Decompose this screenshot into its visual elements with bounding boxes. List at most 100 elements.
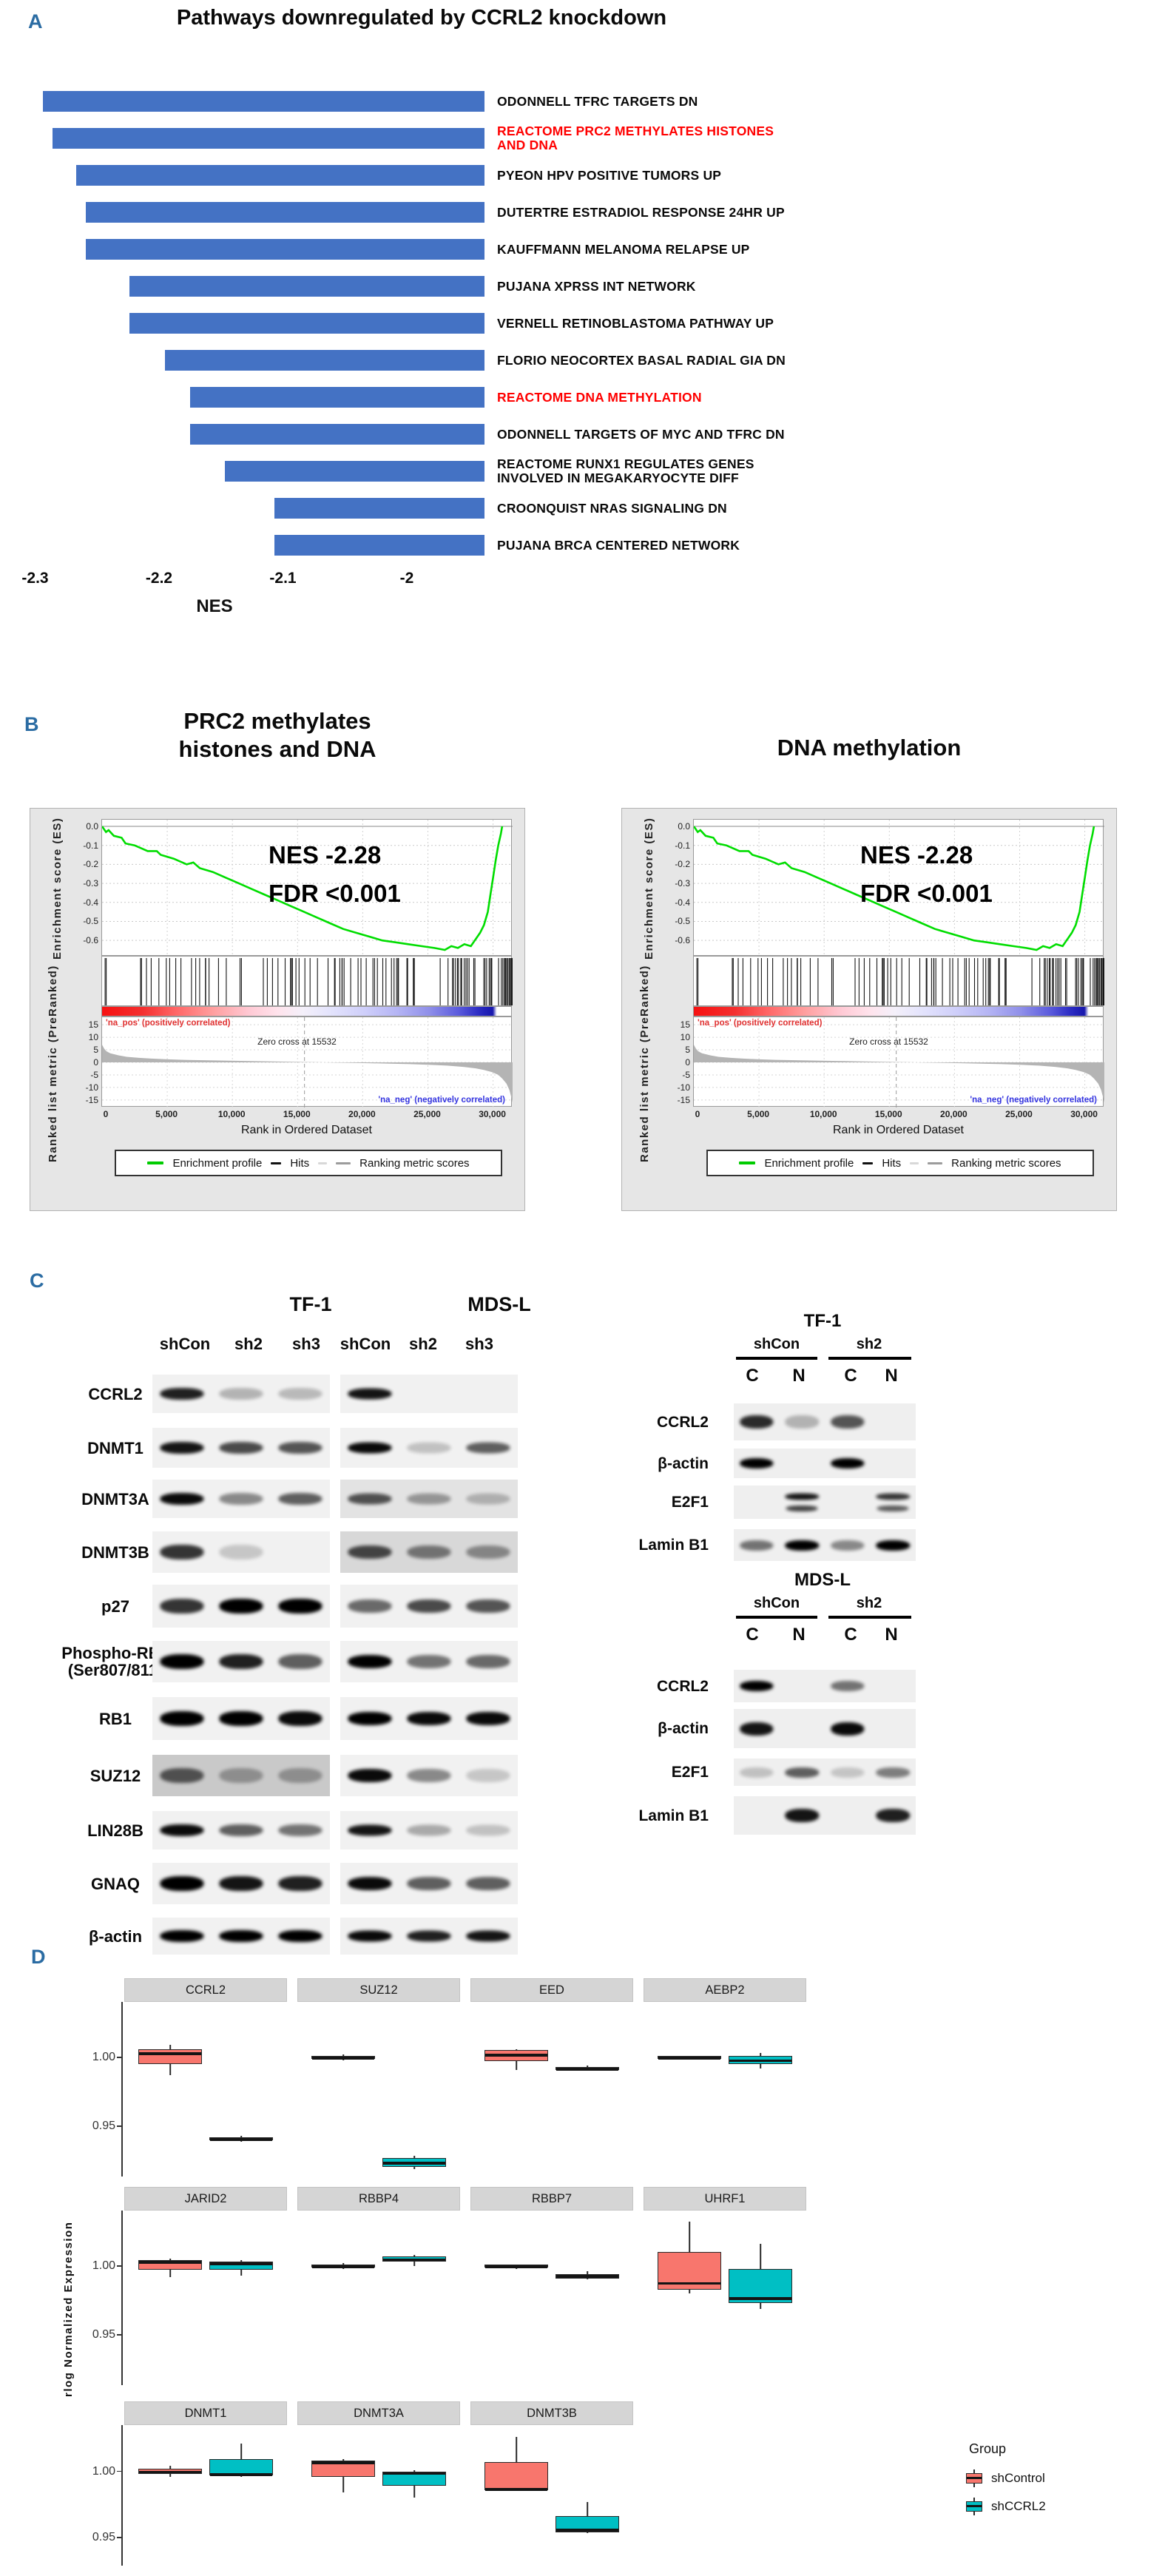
- fraction-label: N: [792, 1625, 806, 1645]
- axis-tick-label: -2.1: [269, 570, 297, 587]
- gsea-stats-text: NES -2.28 FDR <0.001: [860, 836, 993, 913]
- group-underline: [736, 1616, 817, 1619]
- nes-bar: [86, 239, 484, 260]
- blot-row-label: LIN28B: [43, 1811, 188, 1850]
- blot-lane: [459, 1531, 518, 1573]
- box: [729, 2268, 792, 2304]
- blot-strip-mdsl: [340, 1480, 518, 1518]
- blot-lane: [734, 1709, 780, 1748]
- d-tick-label: 1.00: [92, 2259, 115, 2272]
- nes-bar: [165, 350, 484, 371]
- blot-band: [876, 1809, 910, 1822]
- blot-lane: [212, 1375, 271, 1413]
- blot-band: [278, 1768, 323, 1783]
- pathway-row: PYEON HPV POSITIVE TUMORS UP: [36, 157, 1145, 194]
- blot-band: [278, 1930, 323, 1942]
- facet-pane: [124, 2211, 287, 2381]
- blot-lane: [780, 1486, 825, 1519]
- blot-row-label-line: Phospho-RB1: [61, 1644, 169, 1662]
- pathway-label: REACTOME DNA METHYLATION: [497, 379, 1148, 416]
- d-legend-entry: shControl: [965, 2469, 1045, 2487]
- es-tick-label: -0.5: [675, 916, 690, 927]
- box-median: [383, 2472, 445, 2475]
- blot-lane: [152, 1375, 212, 1413]
- blot-lane: [212, 1863, 271, 1904]
- blot-strip-tf1: [152, 1531, 330, 1573]
- blot-row-label-line: RB1: [98, 1709, 132, 1728]
- blot-strip-fraction: [734, 1486, 916, 1519]
- x-tick-label: 30,000: [479, 1109, 506, 1119]
- panel-a-bar-chart: ODONNELL TFRC TARGETS DN REACTOME PRC2 ME…: [36, 83, 1145, 571]
- blot-lane: [152, 1641, 212, 1682]
- blot-row-label-line: DNMT3A: [81, 1489, 149, 1508]
- pathway-row: KAUFFMANN MELANOMA RELAPSE UP: [36, 231, 1145, 268]
- nes-value: NES -2.28: [860, 841, 973, 869]
- es-tick-label: -0.2: [83, 859, 98, 870]
- lane-label: sh3: [465, 1335, 493, 1353]
- gsea-title-right: DNA methylation: [621, 734, 1117, 762]
- box-median: [383, 2258, 445, 2262]
- gsea-x-ticks: 0 5,000 10,000 15,000 20,000 25,000 30,000: [101, 1109, 512, 1121]
- blot-band: [278, 1493, 323, 1505]
- blot-lane: [871, 1403, 916, 1440]
- es-tick-label: -0.2: [675, 859, 690, 870]
- blot-lane: [734, 1486, 780, 1519]
- pathway-row: DUTERTRE ESTRADIOL RESPONSE 24HR UP: [36, 194, 1145, 231]
- d-tick-mark: [117, 2334, 121, 2336]
- blot-lane: [399, 1585, 459, 1628]
- blot-lane: [399, 1428, 459, 1468]
- x-tick-label: 25,000: [413, 1109, 441, 1119]
- box-median: [139, 2470, 201, 2474]
- pathway-row: PUJANA XPRSS INT NETWORK: [36, 268, 1145, 305]
- blot-strip-mdsl: [340, 1585, 518, 1628]
- pathway-label: REACTOME RUNX1 REGULATES GENES INVOLVED I…: [497, 453, 1148, 490]
- facet-pane: [124, 2425, 287, 2561]
- x-tick-label: 5,000: [747, 1109, 770, 1119]
- x-tick-label: 10,000: [217, 1109, 246, 1119]
- blot-row-label-line: β-actin: [88, 1926, 143, 1946]
- nes-bar: [75, 165, 484, 186]
- blot-lane: [459, 1811, 518, 1850]
- blot-lane: [459, 1480, 518, 1518]
- blot-band: [466, 1712, 510, 1725]
- blot-lane: [734, 1796, 780, 1835]
- legend-label: Enrichment profile: [172, 1156, 263, 1170]
- blot-band: [740, 1681, 774, 1691]
- blot-strip-mdsl: [340, 1641, 518, 1682]
- blot-strip-fraction: [734, 1403, 916, 1440]
- pathway-label-line: ODONNELL TFRC TARGETS DN: [497, 93, 698, 109]
- na-neg-label: 'na_neg' (negatively correlated): [378, 1096, 505, 1105]
- blot-band: [466, 1930, 510, 1942]
- box-median: [312, 2461, 374, 2464]
- pathway-label-line: REACTOME DNA METHYLATION: [497, 389, 702, 405]
- blot-band: [348, 1824, 392, 1836]
- blot-band: [278, 1711, 323, 1726]
- box-median: [139, 2261, 201, 2264]
- blot-band: [466, 1493, 510, 1505]
- pathway-row: FLORIO NEOCORTEX BASAL RADIAL GIA DN: [36, 342, 1145, 379]
- ranked-tick-label: 10: [88, 1032, 98, 1043]
- blot-band: [278, 1824, 323, 1836]
- blot-band: [785, 1767, 819, 1778]
- box: [484, 2462, 548, 2491]
- axis-tick-label: -2.3: [21, 570, 49, 587]
- blot-strip-tf1: [152, 1641, 330, 1682]
- enrichment-score-pane: 0.0 -0.1 -0.2 -0.3 -0.4 -0.5 -0.6 NES -2.28 FDR …: [675, 819, 1104, 957]
- d-axis-line: [121, 2211, 123, 2385]
- x-tick-label: 15,000: [874, 1109, 902, 1119]
- blot-row-label: GNAQ: [43, 1863, 188, 1904]
- blot-lane: [271, 1480, 330, 1518]
- enrichment-score-pane: 0.0 -0.1 -0.2 -0.3 -0.4 -0.5 -0.6 NES -2.28 FDR …: [83, 819, 513, 957]
- fraction-block-title: MDS-L: [794, 1570, 851, 1590]
- blot-lane: [780, 1529, 825, 1561]
- group-underline: [828, 1357, 911, 1360]
- blot-band: [160, 1599, 204, 1614]
- blot-lane: [340, 1375, 399, 1413]
- d-tick-mark: [117, 2470, 121, 2472]
- blot-strip-fraction: [734, 1709, 916, 1748]
- blot-lane: [399, 1918, 459, 1955]
- pathway-label: REACTOME PRC2 METHYLATES HISTONES AND DNA: [497, 120, 1148, 157]
- es-tick-label: -0.1: [675, 840, 690, 851]
- blot-strip-fraction: [734, 1759, 916, 1786]
- blot-band: [740, 1415, 774, 1429]
